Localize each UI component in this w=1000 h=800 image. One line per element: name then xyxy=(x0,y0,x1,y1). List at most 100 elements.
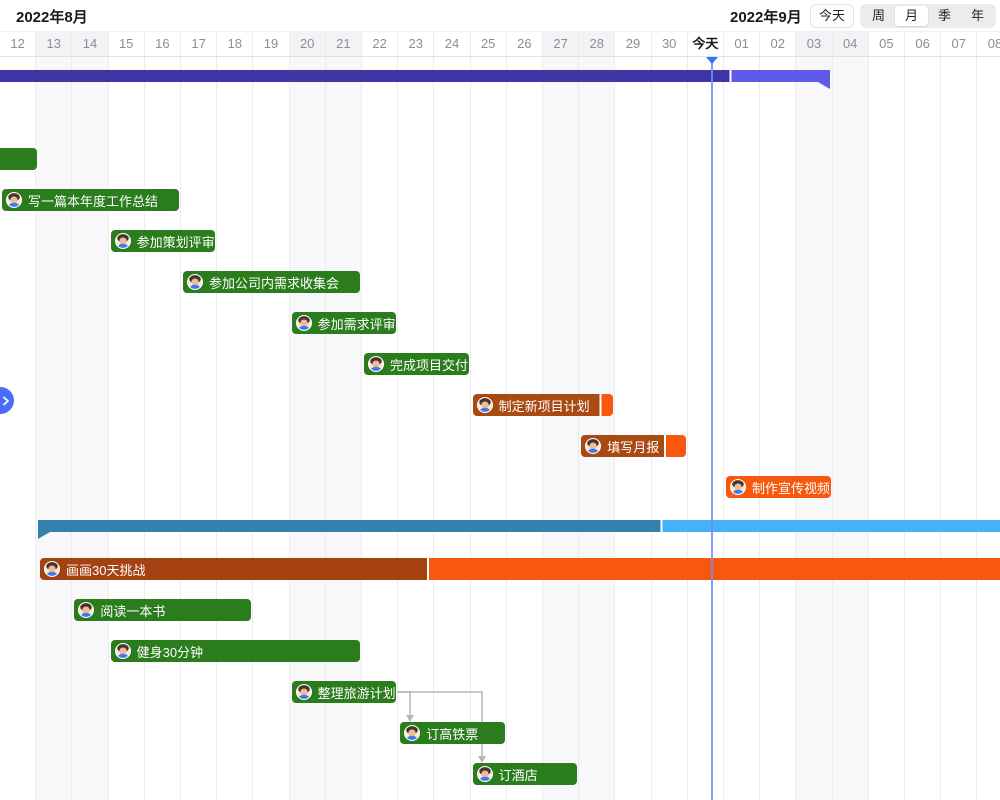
grid-column-03 xyxy=(796,57,833,800)
chevron-right-icon xyxy=(3,396,9,405)
axis-day-01: 01 xyxy=(724,32,761,56)
axis-day-27: 27 xyxy=(543,32,580,56)
axis-day-17: 17 xyxy=(181,32,218,56)
task-label: 写一篇本年度工作总结 xyxy=(28,193,159,209)
task-label: 画画30天挑战 xyxy=(66,562,146,578)
task-bar-制作宣传视频[interactable]: 制作宣传视频 xyxy=(726,476,831,498)
next-month-label: 2022年9月 xyxy=(730,9,802,26)
assignee-avatar xyxy=(476,397,493,413)
grid-column-今天 xyxy=(688,57,724,800)
today-button[interactable]: 今天 xyxy=(810,4,855,28)
axis-day-今天: 今天 xyxy=(688,32,724,56)
task-bar-完成项目交付[interactable]: 完成项目交付 xyxy=(364,353,469,375)
task-label: 整理旅游计划 xyxy=(317,685,396,701)
task-label: 订高铁票 xyxy=(426,726,479,742)
view-mode-月[interactable]: 月 xyxy=(895,6,928,26)
view-mode-季[interactable]: 季 xyxy=(937,8,951,23)
summary-blue[interactable] xyxy=(38,520,1000,539)
today-line xyxy=(711,57,714,800)
axis-day-30: 30 xyxy=(652,32,688,56)
task-bar-写一篇本年度工作总结[interactable]: 写一篇本年度工作总结 xyxy=(2,189,179,211)
dependency-arrows xyxy=(397,691,486,763)
assignee-avatar xyxy=(476,766,493,782)
axis-day-02: 02 xyxy=(760,32,797,56)
assignee-avatar xyxy=(295,315,312,331)
axis-day-06: 06 xyxy=(905,32,942,56)
assignee-avatar xyxy=(295,684,312,700)
axis-day-19: 19 xyxy=(253,32,290,56)
grid-column-24 xyxy=(434,57,471,800)
grid-column-01 xyxy=(724,57,761,800)
grid-column-06 xyxy=(905,57,942,800)
view-mode-周[interactable]: 周 xyxy=(871,8,885,23)
grid-column-26 xyxy=(507,57,543,800)
task-bar-健身30分钟[interactable]: 健身30分钟 xyxy=(110,640,360,662)
axis-day-22: 22 xyxy=(362,32,399,56)
grid-column-19 xyxy=(253,57,290,800)
axis-day-23: 23 xyxy=(398,32,435,56)
dependency-arrowhead-icon xyxy=(406,715,414,722)
grid-column-18 xyxy=(217,57,254,800)
grid-column-16 xyxy=(145,57,181,800)
axis-day-05: 05 xyxy=(869,32,905,56)
task-bar-制定新项目计划[interactable]: 制定新项目计划 xyxy=(472,394,614,416)
axis-day-25: 25 xyxy=(471,32,507,56)
axis-day-16: 16 xyxy=(145,32,181,56)
assignee-avatar xyxy=(114,643,131,659)
gantt-chart-area: 写一篇本年度工作总结 参加策划评审 参加公司内需求收集会 参加需求评审 xyxy=(0,57,1000,800)
summary-purple[interactable] xyxy=(0,70,831,89)
task-bar-参加公司内需求收集会[interactable]: 参加公司内需求收集会 xyxy=(183,271,360,293)
axis-day-21: 21 xyxy=(325,32,362,56)
dependency-arrowhead-icon xyxy=(478,756,486,763)
task-label: 健身30分钟 xyxy=(136,644,204,660)
axis-day-03: 03 xyxy=(796,32,833,56)
task-bar-订高铁票[interactable]: 订高铁票 xyxy=(400,722,505,744)
axis-day-07: 07 xyxy=(941,32,978,56)
assignee-avatar xyxy=(187,274,203,290)
task-bar[interactable] xyxy=(0,148,38,170)
task-label: 订酒店 xyxy=(498,767,538,783)
grid-column-13 xyxy=(36,57,73,800)
today-marker-icon xyxy=(706,57,719,64)
axis-day-14: 14 xyxy=(72,32,109,56)
assignee-avatar xyxy=(585,438,602,454)
axis-day-28: 28 xyxy=(579,32,616,56)
task-bar-参加策划评审[interactable]: 参加策划评审 xyxy=(110,230,216,252)
grid-column-23 xyxy=(398,57,435,800)
axis-day-13: 13 xyxy=(36,32,73,56)
grid-column-12 xyxy=(0,57,37,800)
task-label: 填写月报 xyxy=(607,439,660,455)
axis-day-18: 18 xyxy=(217,32,254,56)
task-label: 参加公司内需求收集会 xyxy=(209,275,340,291)
task-bar-画画30天挑战[interactable]: 画画30天挑战 xyxy=(40,558,1000,580)
date-axis: 12 13 14 15 16 17 18 19 20 21 22 23 24 25 26 27 28 29 30 今天… xyxy=(0,32,1000,57)
sidebar-expand-button[interactable] xyxy=(0,387,14,414)
grid-column-07 xyxy=(941,57,978,800)
axis-day-26: 26 xyxy=(507,32,543,56)
summary-end-notch-icon xyxy=(818,82,831,89)
task-bar-订酒店[interactable]: 订酒店 xyxy=(472,763,578,785)
task-bar-阅读一本书[interactable]: 阅读一本书 xyxy=(74,599,252,621)
task-bar-参加需求评审[interactable]: 参加需求评审 xyxy=(291,312,397,334)
axis-day-08: 08 xyxy=(977,32,1000,56)
grid-column-25 xyxy=(471,57,507,800)
assignee-avatar xyxy=(404,725,421,741)
view-mode-年[interactable]: 年 xyxy=(970,8,984,23)
task-label: 制作宣传视频 xyxy=(752,480,831,496)
task-bar-填写月报[interactable]: 填写月报 xyxy=(581,435,686,457)
task-label: 参加需求评审 xyxy=(317,316,396,332)
gantt-header: 2022年8月 2022年9月 今天 周月季 年 xyxy=(0,0,1000,32)
grid-column-20 xyxy=(289,57,326,800)
dependency-line xyxy=(397,691,411,716)
grid-column-28 xyxy=(579,57,616,800)
axis-day-24: 24 xyxy=(434,32,471,56)
task-bar-整理旅游计划[interactable]: 整理旅游计划 xyxy=(291,681,397,703)
assignee-avatar xyxy=(6,192,22,208)
assignee-avatar xyxy=(44,561,60,577)
axis-day-04: 04 xyxy=(832,32,869,56)
axis-day-12: 12 xyxy=(0,32,37,56)
grid-column-04 xyxy=(832,57,869,800)
grid-column-21 xyxy=(325,57,362,800)
axis-day-20: 20 xyxy=(289,32,326,56)
grid-column-22 xyxy=(362,57,399,800)
